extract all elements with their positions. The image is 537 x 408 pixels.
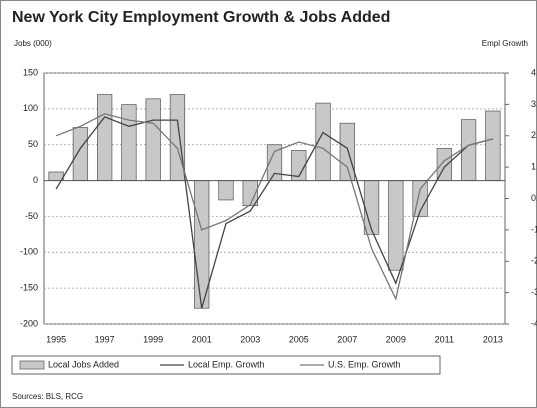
y-tick-label: -100 bbox=[20, 247, 38, 257]
y-axis-label: Jobs (000) bbox=[14, 39, 52, 48]
x-tick-label: 2011 bbox=[435, 334, 454, 344]
x-tick-label: 2009 bbox=[386, 334, 406, 344]
bar bbox=[485, 110, 501, 181]
y2-tick-label: 4.0% bbox=[531, 67, 537, 77]
legend-swatch bbox=[19, 360, 45, 370]
x-tick-label: 1999 bbox=[143, 334, 163, 344]
y2-tick-label: -2.0% bbox=[531, 256, 537, 266]
legend-label: Local Emp. Growth bbox=[188, 359, 265, 369]
line bbox=[55, 113, 494, 301]
y2-tick-label: -3.0% bbox=[531, 287, 537, 297]
legend-label: Local Jobs Added bbox=[48, 359, 119, 369]
bar bbox=[388, 180, 404, 271]
y-tick-label: -200 bbox=[20, 318, 38, 328]
bar bbox=[363, 180, 380, 235]
x-tick-label: 1997 bbox=[95, 334, 115, 344]
line bbox=[55, 116, 494, 309]
x-tick-label: 2007 bbox=[337, 334, 357, 344]
y2-tick-label: 2.0% bbox=[531, 130, 537, 140]
chart-title: New York City Employment Growth & Jobs A… bbox=[12, 9, 390, 26]
x-tick-label: 1995 bbox=[46, 334, 66, 344]
y-tick-label: 150 bbox=[23, 67, 38, 77]
y-tick-label: 100 bbox=[23, 103, 38, 113]
y2-tick-label: -1.0% bbox=[531, 224, 537, 234]
y2-tick-label: 0.0% bbox=[531, 193, 537, 203]
bar bbox=[339, 122, 355, 181]
x-tick-label: 2001 bbox=[192, 334, 212, 344]
y2-axis-label: Empl Growth bbox=[482, 39, 528, 48]
bar bbox=[121, 104, 137, 181]
y-tick-label: -50 bbox=[25, 211, 38, 221]
x-tick-label: 2003 bbox=[240, 334, 260, 344]
y2-tick-label: 3.0% bbox=[531, 99, 537, 109]
legend bbox=[11, 355, 441, 375]
y-tick-label: 0 bbox=[33, 175, 38, 185]
bar bbox=[97, 94, 113, 181]
bar bbox=[218, 180, 234, 201]
y2-tick-label: -4.0% bbox=[531, 318, 537, 328]
legend-label: U.S. Emp. Growth bbox=[328, 359, 401, 369]
y2-tick-label: 1.0% bbox=[531, 162, 537, 172]
bar bbox=[145, 98, 161, 181]
y-tick-label: -150 bbox=[20, 283, 38, 293]
bar bbox=[72, 127, 89, 181]
source: Sources: BLS, RCG bbox=[12, 392, 83, 401]
y-tick-label: 50 bbox=[28, 139, 38, 149]
x-tick-label: 2013 bbox=[483, 334, 503, 344]
x-tick-label: 2005 bbox=[289, 334, 309, 344]
